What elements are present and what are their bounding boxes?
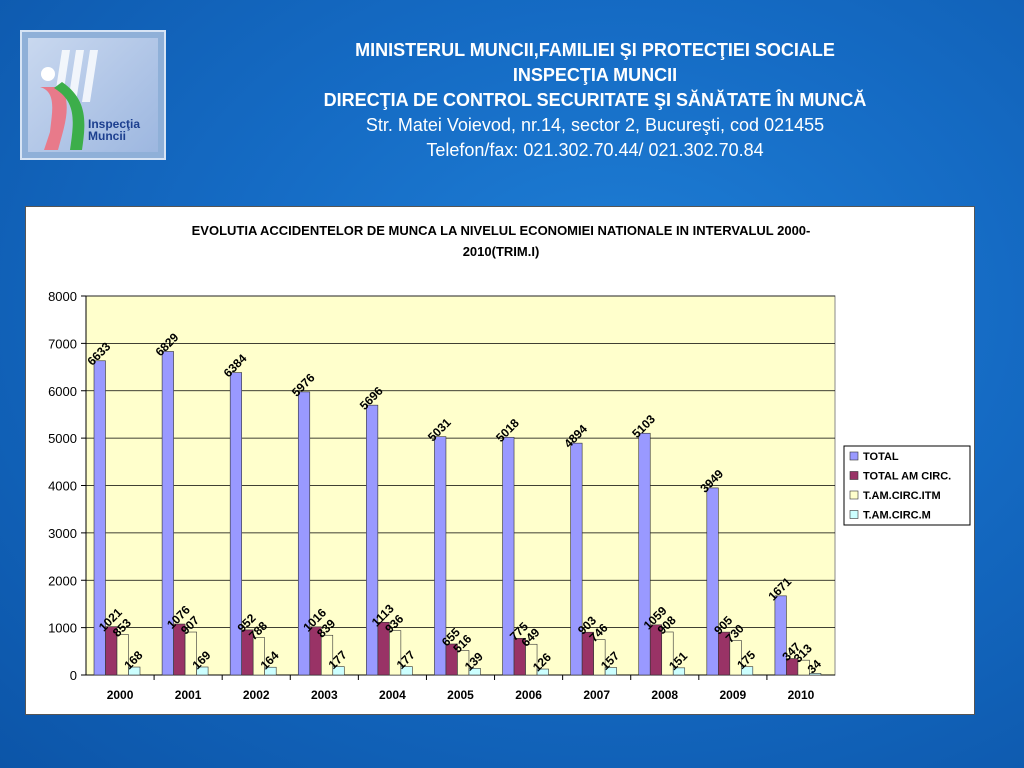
x-tick-label: 2004 [379, 688, 406, 702]
bar [741, 666, 754, 676]
bar [252, 637, 265, 676]
x-tick-label: 2002 [243, 688, 270, 702]
legend-swatch [849, 451, 859, 461]
legend [843, 445, 971, 526]
bar-chart: EVOLUTIA ACCIDENTELOR DE MUNCA LA NIVELU… [48, 223, 971, 702]
logo-text: Inspecţia Muncii [88, 118, 140, 142]
institution-name: INSPECŢIA MUNCII [512, 65, 678, 85]
y-tick-label: 6000 [48, 384, 77, 399]
bar [400, 666, 413, 676]
bar [570, 442, 583, 676]
y-tick-label: 5000 [48, 431, 77, 446]
ministry-name: MINISTERUL MUNCII,FAMILIEI ŞI PROTECŢIEI… [355, 40, 835, 60]
bar [116, 634, 129, 676]
directorate-name: DIRECŢIA DE CONTROL SECURITATE ŞI SĂNĂTA… [323, 90, 867, 110]
bar [797, 659, 810, 676]
bar [672, 667, 686, 676]
legend-swatch [849, 510, 859, 519]
bar [809, 673, 822, 676]
x-tick-label: 2010 [788, 688, 815, 702]
chart-title-line2: 2010(TRIM.I) [463, 244, 540, 259]
chart-container: EVOLUTIA ACCIDENTELOR DE MUNCA LA NIVELU… [25, 206, 975, 715]
y-tick-label: 8000 [48, 289, 77, 304]
bar [229, 372, 242, 676]
legend-entry: T.AM.CIRC.M [863, 510, 931, 522]
x-tick-label: 2000 [107, 688, 134, 702]
y-tick-label: 3000 [48, 526, 77, 541]
bar [502, 436, 515, 676]
bar [320, 634, 334, 676]
bar [661, 631, 674, 676]
bar [434, 436, 447, 676]
bar [525, 643, 538, 676]
logo-text-line1: Inspecţia [88, 117, 141, 131]
y-tick-label: 7000 [48, 336, 77, 351]
bar [128, 666, 141, 676]
legend-swatch [849, 490, 859, 500]
bar [593, 639, 606, 676]
logo-text-line2: Muncii [88, 129, 126, 143]
bar [297, 391, 311, 676]
y-tick-label: 2000 [48, 573, 77, 588]
legend-entry: TOTAL [863, 451, 899, 463]
y-tick-label: 4000 [48, 479, 77, 494]
bar [729, 640, 742, 676]
bar [774, 595, 787, 676]
legend-swatch [849, 471, 859, 480]
x-tick-label: 2001 [175, 688, 202, 702]
y-tick-label: 0 [70, 668, 77, 683]
x-tick-label: 2007 [583, 688, 610, 702]
x-tick-label: 2008 [651, 688, 678, 702]
inspectia-muncii-logo: Inspecţia Muncii [20, 30, 166, 160]
bar [264, 666, 277, 676]
address: Str. Matei Voievod, nr.14, sector 2, Buc… [365, 115, 825, 135]
legend-entry: T.AM.CIRC.ITM [863, 490, 941, 502]
x-tick-label: 2005 [447, 688, 474, 702]
phone-fax: Telefon/fax: 021.302.70.44/ 021.302.70.8… [426, 140, 764, 160]
legend-entry: TOTAL AM CIRC. [863, 471, 951, 483]
bar [389, 630, 402, 676]
bar [457, 650, 470, 676]
bar [161, 351, 174, 676]
bar [93, 360, 106, 676]
x-tick-label: 2009 [720, 688, 747, 702]
header: MINISTERUL MUNCII,FAMILIEI ŞI PROTECŢIEI… [180, 38, 1010, 163]
bar [332, 666, 345, 676]
bar [536, 668, 549, 676]
x-tick-label: 2003 [311, 688, 338, 702]
bar [184, 631, 197, 676]
bar [706, 487, 719, 676]
bar [604, 667, 617, 676]
logo-figure-icon [40, 50, 98, 150]
bar [468, 668, 481, 676]
bar [638, 432, 651, 676]
bar [196, 666, 209, 676]
x-tick-label: 2006 [515, 688, 542, 702]
chart-title-line1: EVOLUTIA ACCIDENTELOR DE MUNCA LA NIVELU… [192, 223, 811, 238]
bar [366, 404, 379, 676]
y-tick-label: 1000 [48, 621, 77, 636]
